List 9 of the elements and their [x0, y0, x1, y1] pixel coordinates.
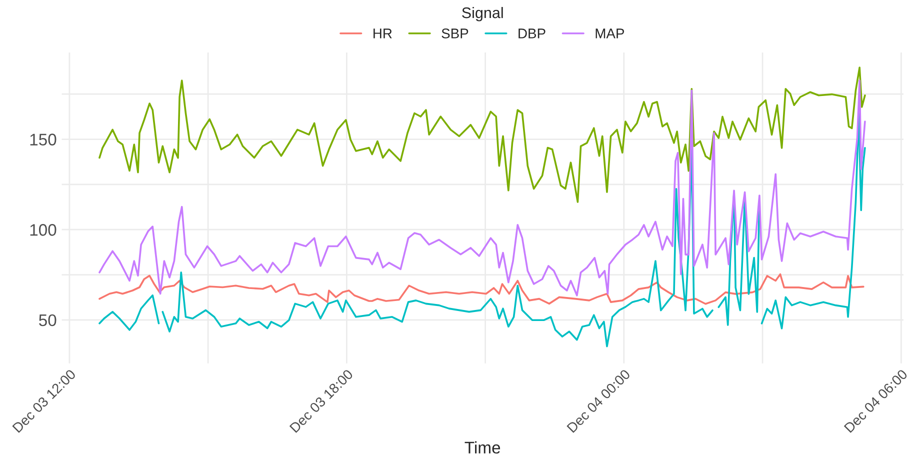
y-tick-label: 100 — [30, 224, 56, 236]
x-axis-title: Time — [464, 441, 500, 454]
legend-label: SBP — [442, 28, 468, 38]
y-tick-label: 50 — [39, 314, 56, 326]
legend-title: Signal — [462, 6, 503, 22]
legend-label: HR — [374, 28, 392, 38]
y-tick-label: 150 — [30, 134, 56, 146]
legend-label: MAP — [596, 28, 624, 38]
legend-label: DBP — [518, 28, 546, 38]
